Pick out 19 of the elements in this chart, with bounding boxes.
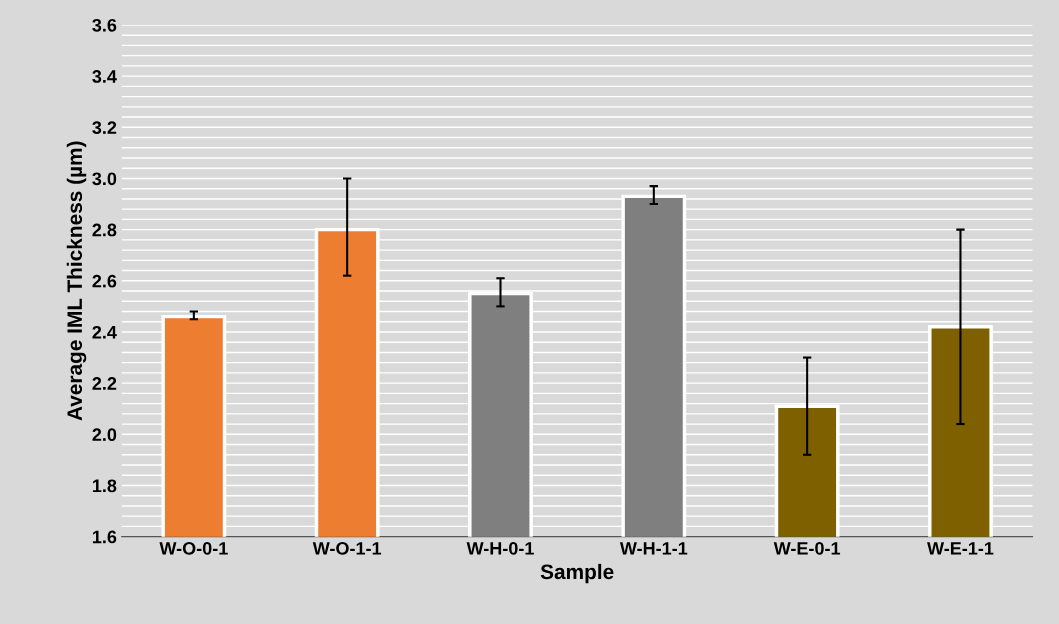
y-axis-title: Average IML Thickness (µm) xyxy=(66,141,87,421)
x-tick-label: W-E-1-1 xyxy=(927,542,994,555)
y-tick-label: 2.6 xyxy=(92,274,117,288)
y-tick-label: 1.6 xyxy=(92,530,117,544)
y-tick-label: 2.0 xyxy=(92,428,117,442)
x-tick-label: W-O-1-1 xyxy=(312,541,382,555)
y-tick-label: 2.8 xyxy=(92,223,117,237)
y-tick-label: 3.4 xyxy=(92,70,117,83)
x-tick-label: W-H-1-1 xyxy=(619,542,688,555)
x-axis-title: Sample xyxy=(540,563,614,584)
y-tick-label: 3.6 xyxy=(92,18,117,32)
y-tick-label: 2.2 xyxy=(92,377,117,390)
x-tick-label: W-H-0-1 xyxy=(466,541,534,555)
y-tick-label: 3.0 xyxy=(92,172,117,186)
y-tick-label: 1.8 xyxy=(92,479,117,493)
x-tick-label: W-E-0-1 xyxy=(773,541,841,555)
x-tick-label: W-O-0-1 xyxy=(159,541,228,555)
y-tick-label: 3.2 xyxy=(92,121,117,135)
y-tick-label: 2.4 xyxy=(92,325,117,339)
